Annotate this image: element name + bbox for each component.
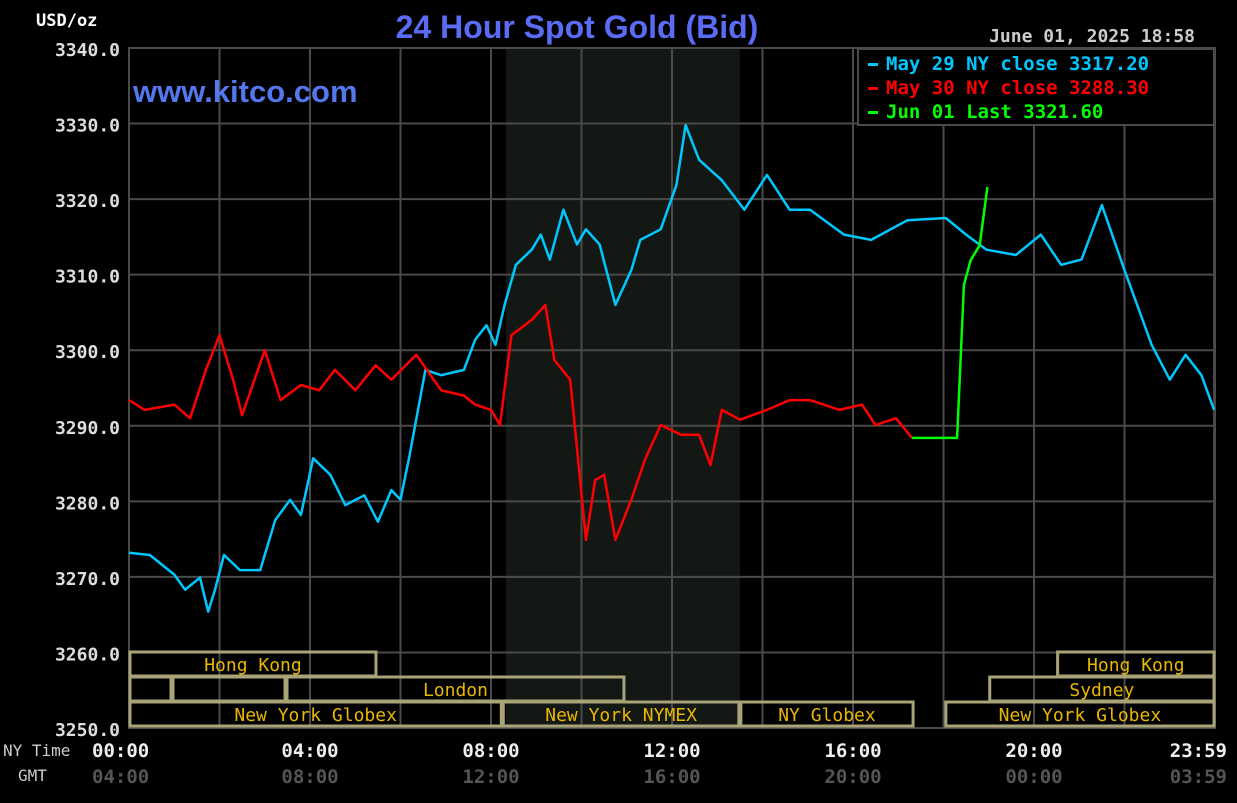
session-box	[739, 700, 915, 728]
session-box	[171, 675, 287, 703]
x-tick-gmt: 16:00	[643, 766, 700, 788]
chart-title: 24 Hour Spot Gold (Bid)	[396, 9, 759, 45]
y-tick-label: 3280.0	[55, 493, 120, 514]
x-tick-gmt: 08:00	[281, 766, 338, 788]
y-axis-unit: USD/oz	[36, 11, 97, 31]
y-tick-label: 3300.0	[55, 342, 120, 363]
session-box	[501, 700, 741, 728]
x-tick-ny: 16:00	[824, 740, 881, 762]
timestamp: June 01, 2025 18:58	[989, 26, 1195, 47]
plot-border	[128, 47, 1216, 729]
legend-entry: Jun 01 Last 3321.60	[886, 101, 1103, 123]
y-tick-label: 3260.0	[55, 644, 120, 665]
session-label: London	[423, 680, 488, 701]
series-line-2	[911, 186, 989, 440]
y-tick-label: 3320.0	[55, 191, 120, 212]
x-axis-gmt-label: GMT	[18, 766, 47, 785]
series-line-0	[128, 123, 1216, 613]
session-label: Hong Kong	[204, 655, 302, 676]
x-tick-ny: 23:59	[1170, 740, 1227, 762]
x-tick-ny: 12:00	[643, 740, 700, 762]
y-tick-label: 3310.0	[55, 267, 120, 288]
y-tick-label: 3290.0	[55, 418, 120, 439]
legend-box	[857, 48, 1215, 126]
x-tick-ny: 04:00	[281, 740, 338, 762]
x-tick-gmt: 04:00	[92, 766, 149, 788]
session-label: New York Globex	[999, 705, 1162, 726]
y-tick-label: 3340.0	[55, 40, 120, 61]
x-tick-ny: 08:00	[462, 740, 519, 762]
session-label: Sydney	[1069, 680, 1134, 701]
session-label: Hong Kong	[1087, 655, 1185, 676]
legend-swatch	[868, 87, 878, 90]
legend-entry: May 29 NY close 3317.20	[886, 53, 1149, 75]
watermark: www.kitco.com	[132, 74, 358, 109]
x-tick-ny: 00:00	[92, 740, 149, 762]
x-axis-ny-label: NY Time	[3, 741, 70, 760]
x-tick-gmt: 03:59	[1170, 766, 1227, 788]
nymex-hours-highlight	[505, 48, 740, 728]
session-box	[944, 700, 1216, 728]
session-label: New York NYMEX	[545, 705, 697, 726]
session-label: NY Globex	[778, 705, 876, 726]
y-tick-label: 3250.0	[55, 720, 120, 741]
legend-swatch	[868, 63, 878, 66]
session-box	[128, 675, 173, 703]
y-tick-label: 3270.0	[55, 569, 120, 590]
session-label: New York Globex	[234, 705, 397, 726]
x-tick-ny: 20:00	[1005, 740, 1062, 762]
x-tick-gmt: 12:00	[462, 766, 519, 788]
legend-entry: May 30 NY close 3288.30	[886, 77, 1149, 99]
x-tick-gmt: 00:00	[1005, 766, 1062, 788]
y-tick-label: 3330.0	[55, 116, 120, 137]
x-tick-gmt: 20:00	[824, 766, 881, 788]
series-line-1	[128, 303, 913, 542]
legend-swatch	[868, 111, 878, 114]
session-box	[128, 700, 503, 728]
